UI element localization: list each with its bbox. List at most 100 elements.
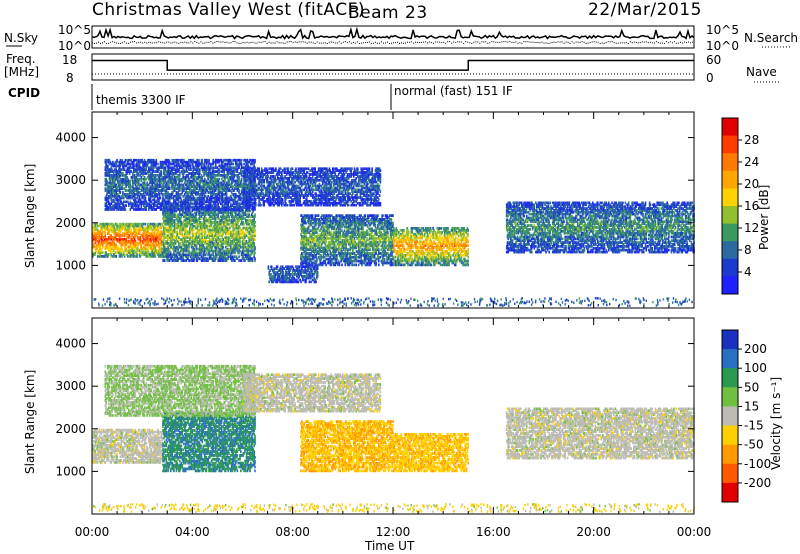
data-cell <box>229 227 231 230</box>
noise-dot <box>162 42 163 43</box>
data-cell <box>172 225 174 228</box>
data-cell <box>146 178 148 181</box>
noise-dot <box>449 41 450 42</box>
noise-dot <box>580 42 581 43</box>
data-cell <box>211 254 213 257</box>
noise-dot <box>682 43 683 44</box>
noise-dot <box>345 41 346 42</box>
data-cell <box>217 202 219 205</box>
noise-dot <box>688 42 689 43</box>
noise-dot <box>489 42 490 43</box>
noise-dot <box>483 42 484 43</box>
noise-dot <box>112 41 113 42</box>
noise-dot <box>411 41 412 42</box>
noise-panel: N.Sky 10^5 10^0 10^5 10^0 N.Search <box>4 23 798 53</box>
data-cell <box>205 231 207 234</box>
noise-dot <box>525 41 526 42</box>
noise-dot <box>138 42 139 43</box>
data-cell <box>254 213 256 216</box>
data-cell <box>191 189 193 192</box>
noise-dot <box>552 42 553 43</box>
noise-dot <box>624 43 625 44</box>
data-cell <box>166 227 168 230</box>
noise-sky-trace <box>92 30 694 39</box>
noise-dot <box>226 42 227 43</box>
noise-dot <box>351 43 352 44</box>
noise-dot <box>156 42 157 43</box>
noise-dot <box>409 42 410 43</box>
data-cell <box>238 259 240 262</box>
data-cell <box>159 193 161 196</box>
noise-dot <box>678 43 679 44</box>
noise-dot <box>562 41 563 42</box>
data-cell <box>184 259 186 262</box>
data-cell <box>160 197 162 200</box>
data-cell <box>184 187 186 190</box>
noise-dot <box>475 41 476 42</box>
data-cell <box>133 208 135 211</box>
data-cell <box>114 242 116 245</box>
noise-dot <box>178 43 179 44</box>
data-cell <box>234 255 236 258</box>
noise-dot <box>287 42 288 43</box>
noise-dot <box>347 42 348 43</box>
noise-dot <box>158 41 159 42</box>
freq-label: Freq. <box>6 52 36 66</box>
data-cell <box>189 259 191 262</box>
noise-dot <box>231 42 232 43</box>
noise-dot <box>214 42 215 43</box>
nave-label: Nave <box>746 65 777 79</box>
noise-dot <box>94 43 95 44</box>
noise-dot <box>132 41 133 42</box>
noise-dot <box>485 41 486 42</box>
noise-dot <box>686 42 687 43</box>
data-cell <box>192 202 194 205</box>
data-cell <box>105 232 107 235</box>
data-cell <box>123 197 125 200</box>
data-cell <box>238 255 240 258</box>
noise-dot <box>255 43 256 44</box>
noise-dot <box>263 41 264 42</box>
data-cell <box>138 242 140 245</box>
noise-dot <box>674 41 675 42</box>
noise-dot <box>632 42 633 43</box>
data-cell <box>225 246 227 249</box>
noise-dot <box>377 43 378 44</box>
data-cell <box>210 163 212 166</box>
noise-dot <box>289 41 290 42</box>
noise-dot <box>331 42 332 43</box>
noise-dot <box>200 41 201 42</box>
data-cell <box>252 250 254 253</box>
noise-dot <box>142 43 143 44</box>
cpid-mode-0: themis 3300 IF <box>96 93 186 107</box>
power-data <box>92 159 695 307</box>
data-cell <box>246 246 248 249</box>
noise-dot <box>160 42 161 43</box>
data-cell <box>157 163 159 166</box>
data-cell <box>198 159 200 162</box>
data-cell <box>254 246 256 249</box>
noise-dot <box>540 42 541 43</box>
noise-dot <box>208 42 209 43</box>
data-cell <box>128 246 130 249</box>
data-cell <box>109 223 111 226</box>
noise-dot <box>301 41 302 42</box>
noise-dot <box>433 43 434 44</box>
freq-unit: [MHz] <box>4 65 39 79</box>
data-cell <box>195 199 197 202</box>
data-cell <box>234 259 236 262</box>
data-cell <box>131 170 133 173</box>
data-cell <box>154 161 156 164</box>
noise-dot <box>465 41 466 42</box>
noise-dot <box>427 42 428 43</box>
noise-dot <box>638 42 639 43</box>
noise-dot <box>401 43 402 44</box>
data-cell <box>115 229 117 232</box>
noise-dot <box>399 43 400 44</box>
noise-dot <box>190 41 191 42</box>
data-cell <box>120 191 122 194</box>
noise-dot <box>182 42 183 43</box>
data-cell <box>220 202 222 205</box>
noise-dot <box>680 42 681 43</box>
noise-dot <box>586 43 587 44</box>
